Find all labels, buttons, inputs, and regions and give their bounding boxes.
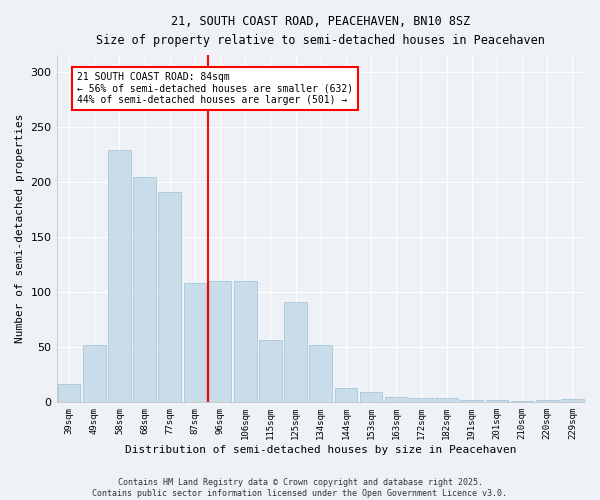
Bar [561, 399, 584, 402]
Bar [310, 345, 332, 403]
X-axis label: Distribution of semi-detached houses by size in Peacehaven: Distribution of semi-detached houses by … [125, 445, 517, 455]
Bar [335, 388, 357, 402]
Title: 21, SOUTH COAST ROAD, PEACEHAVEN, BN10 8SZ
Size of property relative to semi-det: 21, SOUTH COAST ROAD, PEACEHAVEN, BN10 8… [97, 15, 545, 47]
Text: 21 SOUTH COAST ROAD: 84sqm
← 56% of semi-detached houses are smaller (632)
44% o: 21 SOUTH COAST ROAD: 84sqm ← 56% of semi… [77, 72, 353, 105]
Bar [234, 281, 257, 402]
Bar [158, 192, 181, 402]
Bar [133, 178, 156, 402]
Bar [83, 345, 106, 403]
Bar [485, 400, 508, 402]
Bar [360, 392, 382, 402]
Bar [108, 150, 131, 403]
Bar [460, 400, 483, 402]
Bar [284, 302, 307, 402]
Bar [536, 400, 559, 402]
Y-axis label: Number of semi-detached properties: Number of semi-detached properties [15, 114, 25, 344]
Bar [385, 397, 407, 402]
Bar [209, 281, 232, 402]
Bar [184, 284, 206, 403]
Bar [435, 398, 458, 402]
Text: Contains HM Land Registry data © Crown copyright and database right 2025.
Contai: Contains HM Land Registry data © Crown c… [92, 478, 508, 498]
Bar [259, 340, 282, 402]
Bar [58, 384, 80, 402]
Bar [511, 401, 533, 402]
Bar [410, 398, 433, 402]
